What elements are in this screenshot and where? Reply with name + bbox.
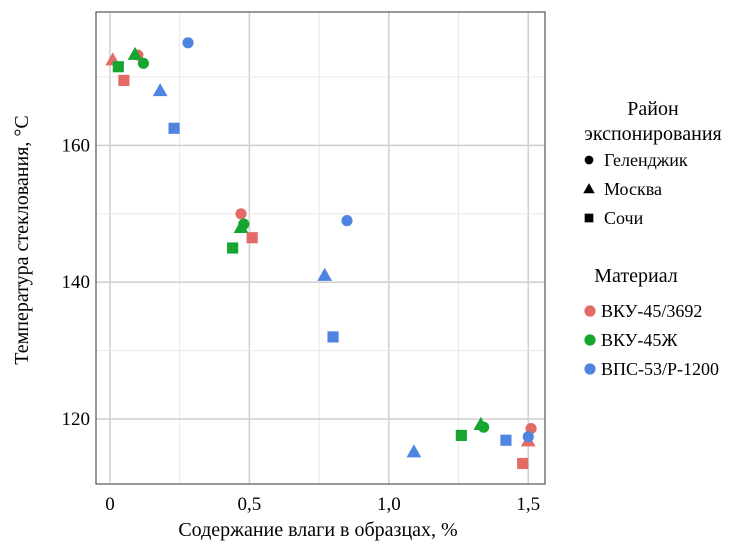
x-axis-label: Содержание влаги в образцах, % [178, 519, 457, 541]
data-point [517, 457, 529, 470]
legend-material-marker [584, 334, 596, 346]
data-point [478, 421, 490, 433]
data-point [246, 232, 258, 244]
data-point [341, 215, 353, 227]
legend-material-label: ВПС-53/Р-1200 [601, 359, 719, 379]
legend-site-title-line-2: экспонирования [584, 123, 721, 145]
data-point [238, 218, 250, 230]
data-point [227, 242, 239, 254]
legend-material: Материал ВКУ-45/3692 ВКУ-45Ж ВПС-53/Р-1200 [584, 265, 719, 379]
plot-area-frame [95, 11, 546, 485]
data-point [137, 57, 149, 69]
legend-material-label: ВКУ-45/3692 [601, 301, 702, 321]
data-point [406, 444, 422, 458]
data-point [118, 74, 130, 86]
data-point [112, 61, 124, 73]
x-tick-label: 0 [105, 494, 115, 515]
legend-site-marker-square [584, 213, 594, 223]
legend-site-title-line-1: Район [627, 98, 679, 120]
data-point [152, 83, 168, 97]
legend-site-label: Москва [604, 179, 662, 199]
data-point [235, 208, 247, 220]
legend-material-marker [584, 363, 596, 375]
y-axis-label: Температура стеклования, °C [11, 115, 33, 364]
data-point [500, 434, 512, 446]
legend-site-marker-circle [584, 155, 594, 165]
legend-site-label: Геленджик [604, 150, 688, 170]
data-point [455, 429, 467, 442]
y-tick-label: 140 [62, 272, 91, 293]
data-point [327, 331, 339, 343]
data-points [105, 37, 537, 470]
x-tick-label: 1,0 [377, 494, 401, 515]
legend-material-label: ВКУ-45Ж [601, 330, 678, 350]
y-tick-label: 160 [62, 135, 91, 156]
x-tick-label: 1,5 [516, 494, 540, 515]
data-point [127, 46, 143, 60]
tick-labels: 0 0,5 1,0 1,5 120 140 160 [62, 135, 541, 515]
legend-site-marker-triangle [583, 183, 595, 194]
legend-material-marker [584, 305, 596, 317]
legend-site: Район экспонирования Геленджик Москва Сочи [583, 98, 722, 228]
data-point [168, 122, 180, 134]
x-tick-label: 0,5 [238, 494, 262, 515]
legend-site-label: Сочи [604, 208, 644, 228]
data-point [317, 267, 333, 281]
data-point [182, 37, 194, 49]
grid [96, 12, 545, 484]
y-tick-label: 120 [62, 409, 91, 430]
legend-material-title: Материал [594, 265, 678, 287]
data-point [522, 431, 534, 443]
